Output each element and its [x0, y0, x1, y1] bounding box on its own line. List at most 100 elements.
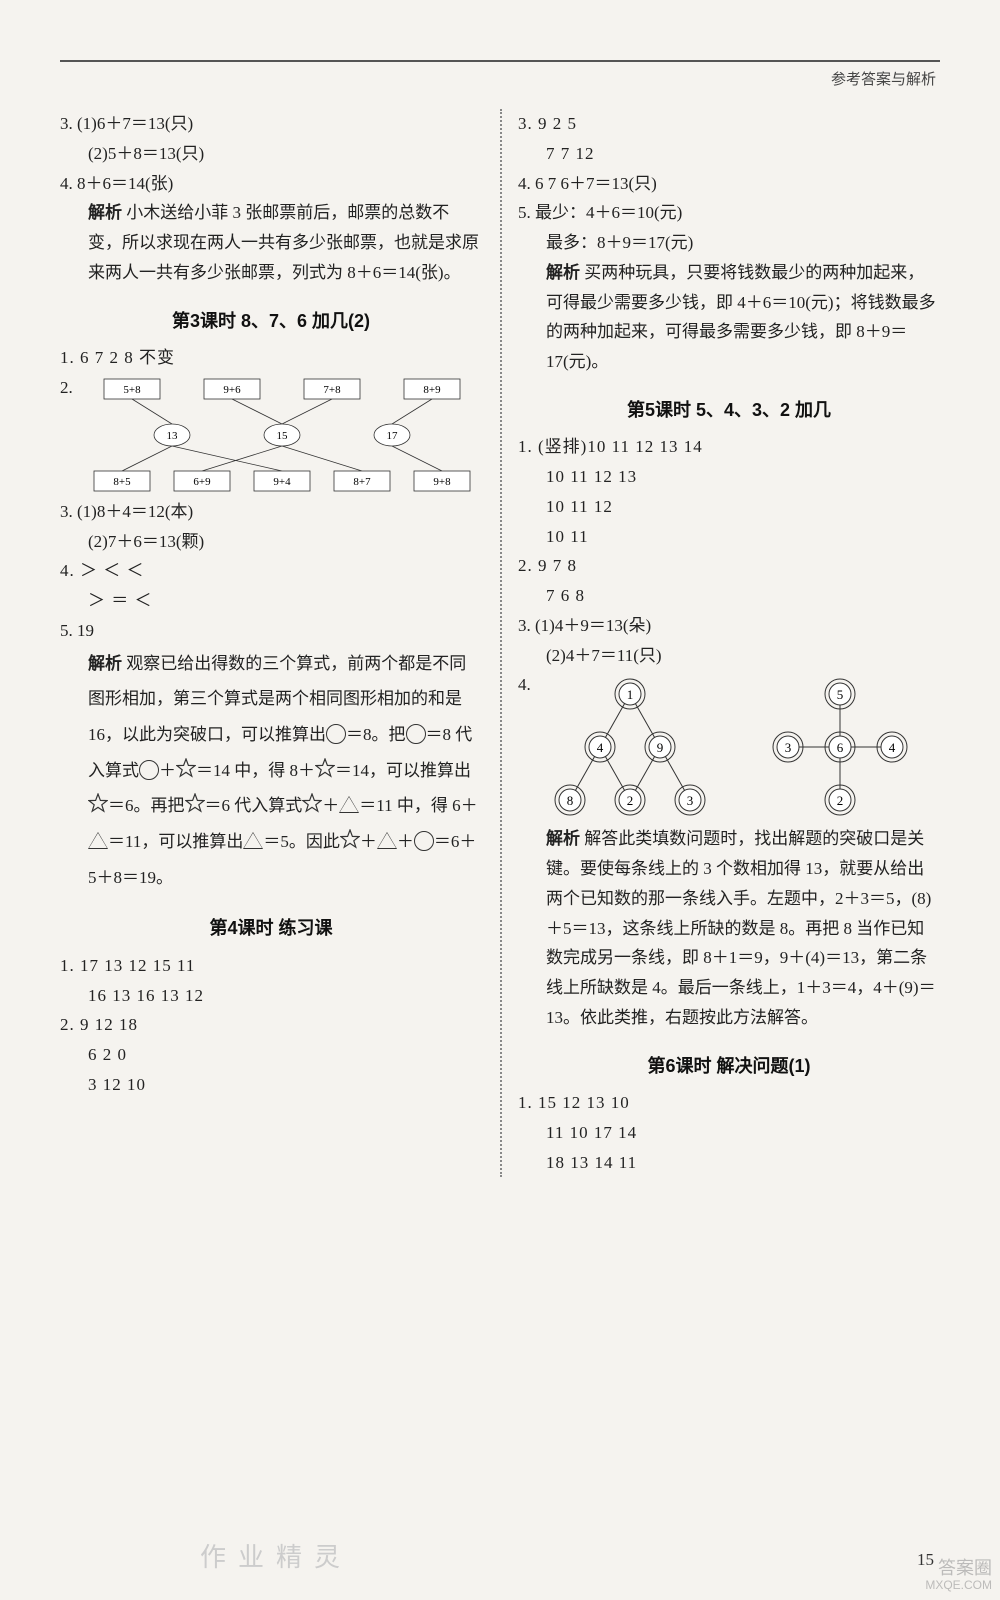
watermark-corner: 答案圈 MXQE.COM [925, 1559, 992, 1592]
right-column: 3. 9 2 5 7 7 12 4. 6 7 6＋7＝13(只) 5. 最少：4… [500, 109, 940, 1177]
watermark-bottom: 作业精灵 [200, 1537, 352, 1574]
star-icon [340, 829, 360, 849]
s5q1r4: 10 11 [518, 522, 940, 552]
svg-text:13: 13 [167, 430, 179, 442]
svg-text:4: 4 [597, 740, 604, 755]
svg-text:15: 15 [277, 430, 289, 442]
column-divider [500, 109, 502, 1177]
svg-text:8: 8 [567, 793, 574, 808]
s5q2r1: 2. 9 7 8 [518, 551, 940, 581]
svg-text:8+7: 8+7 [353, 476, 371, 488]
s5q4-explain: 解析 解答此类填数问题时，找出解题的突破口是关键。要使每条线上的 3 个数相加得… [518, 824, 940, 1032]
matching-diagram: 5+89+67+88+91315178+56+99+48+79+8 [82, 375, 482, 495]
circle-icon [406, 724, 426, 744]
t: ＝6 代入算式 [205, 796, 303, 815]
svg-text:9+4: 9+4 [273, 476, 291, 488]
s5q4-label: 4. [518, 670, 540, 824]
s3q4a: 4. ＞ ＜ ＜ [60, 556, 482, 586]
s3q2-label: 2. [60, 373, 82, 497]
l-q3b: (2)5＋8＝13(只) [60, 139, 482, 169]
r-q5jx: 买两种玩具，只要将钱数最少的两种加起来，可得最少需要多少钱，即 4＋6＝10(元… [546, 263, 936, 371]
s5q1r1: 1. (竖排)10 11 12 13 14 [518, 432, 940, 462]
r-q5a: 5. 最少：4＋6＝10(元) [518, 198, 940, 228]
t: ＝6。再把 [108, 796, 185, 815]
l-q3a: 3. (1)6＋7＝13(只) [60, 109, 482, 139]
s5q1r3: 10 11 12 [518, 492, 940, 522]
s3q3a: 3. (1)8＋4＝12(本) [60, 497, 482, 527]
s3q4b: ＞ ＝ ＜ [60, 586, 482, 616]
s5q4-row: 4. 14982353642 [518, 670, 940, 824]
t: ＝11 中，得 6＋ [359, 796, 477, 815]
sec5-title: 第5课时 5、4、3、2 加几 [518, 395, 940, 427]
star-icon [302, 793, 322, 813]
svg-text:6: 6 [837, 740, 844, 755]
svg-text:3: 3 [687, 793, 694, 808]
header-rule [60, 60, 940, 62]
sec4-title: 第4课时 练习课 [60, 913, 482, 945]
r-q3r1: 3. 9 2 5 [518, 109, 940, 139]
jiexi-label: 解析 [88, 654, 122, 673]
sec6-title: 第6课时 解决问题(1) [518, 1051, 940, 1083]
number-tree-diagram: 14982353642 [540, 672, 940, 822]
t: ＋ [397, 832, 414, 851]
t: ＝11，可以推算出 [108, 832, 243, 851]
two-column-layout: 3. (1)6＋7＝13(只) (2)5＋8＝13(只) 4. 8＋6＝14(张… [60, 109, 940, 1177]
s3q2-diagram: 5+89+67+88+91315178+56+99+48+79+8 [82, 373, 482, 497]
s4q2r2: 6 2 0 [60, 1040, 482, 1070]
s5q2r2: 7 6 8 [518, 581, 940, 611]
triangle-icon [88, 832, 108, 849]
svg-text:9+8: 9+8 [433, 476, 451, 488]
s4q1r2: 16 13 16 13 12 [60, 981, 482, 1011]
s4q2r3: 3 12 10 [60, 1070, 482, 1100]
svg-text:5: 5 [837, 687, 844, 702]
star-icon [176, 758, 196, 778]
t: ＝14 中，得 8＋ [196, 761, 315, 780]
sec3-title: 第3课时 8、7、6 加几(2) [60, 306, 482, 338]
s6q1r2: 11 10 17 14 [518, 1118, 940, 1148]
s3q3b: (2)7＋6＝13(颗) [60, 527, 482, 557]
triangle-icon [243, 832, 263, 849]
svg-text:2: 2 [627, 793, 634, 808]
svg-text:5+8: 5+8 [123, 384, 141, 396]
t: ＋ [360, 832, 377, 851]
s6q1r3: 18 13 14 11 [518, 1148, 940, 1178]
s3q5: 5. 19 [60, 616, 482, 646]
s5q1r2: 10 11 12 13 [518, 462, 940, 492]
s3q1: 1. 6 7 2 8 不变 [60, 343, 482, 373]
r-q4: 4. 6 7 6＋7＝13(只) [518, 169, 940, 199]
svg-text:3: 3 [785, 740, 792, 755]
triangle-icon [339, 796, 359, 813]
l-q4-explain: 解析 小木送给小菲 3 张邮票前后，邮票的总数不变，所以求现在两人一共有多少张邮… [60, 198, 482, 287]
svg-text:8+5: 8+5 [113, 476, 131, 488]
header-text: 参考答案与解析 [60, 68, 940, 89]
jiexi-label: 解析 [546, 829, 580, 848]
jiexi-label: 解析 [88, 203, 122, 222]
circle-icon [326, 724, 346, 744]
jiexi-label: 解析 [546, 263, 580, 282]
triangle-icon [377, 832, 397, 849]
svg-text:9+6: 9+6 [223, 384, 241, 396]
star-icon [315, 758, 335, 778]
r-q5-explain: 解析 买两种玩具，只要将钱数最少的两种加起来，可得最少需要多少钱，即 4＋6＝1… [518, 258, 940, 377]
r-q3r2: 7 7 12 [518, 139, 940, 169]
s5q3a: 3. (1)4＋9＝13(朵) [518, 611, 940, 641]
t: ＝5。因此 [263, 832, 340, 851]
l-q4jx: 小木送给小菲 3 张邮票前后，邮票的总数不变，所以求现在两人一共有多少张邮票，也… [88, 203, 479, 282]
svg-text:2: 2 [837, 793, 844, 808]
r-q5b: 最多：8＋9＝17(元) [518, 228, 940, 258]
t: ＝14，可以推算出 [335, 761, 471, 780]
s5q3b: (2)4＋7＝11(只) [518, 641, 940, 671]
page: 参考答案与解析 3. (1)6＋7＝13(只) (2)5＋8＝13(只) 4. … [0, 0, 1000, 1600]
star-icon [185, 793, 205, 813]
s5q4jx: 解答此类填数问题时，找出解题的突破口是关键。要使每条线上的 3 个数相加得 13… [546, 829, 936, 1027]
svg-text:6+9: 6+9 [193, 476, 211, 488]
wm2: MXQE.COM [925, 1579, 992, 1592]
svg-text:1: 1 [627, 687, 634, 702]
t: ＋ [159, 761, 176, 780]
svg-text:8+9: 8+9 [423, 384, 441, 396]
s5q4-diagram: 14982353642 [540, 670, 940, 824]
l-q4a: 4. 8＋6＝14(张) [60, 169, 482, 199]
t: ＋ [322, 796, 339, 815]
s3q5-explain: 解析 观察已给出得数的三个算式，前两个都是不同图形相加，第三个算式是两个相同图形… [60, 646, 482, 896]
svg-text:7+8: 7+8 [323, 384, 341, 396]
